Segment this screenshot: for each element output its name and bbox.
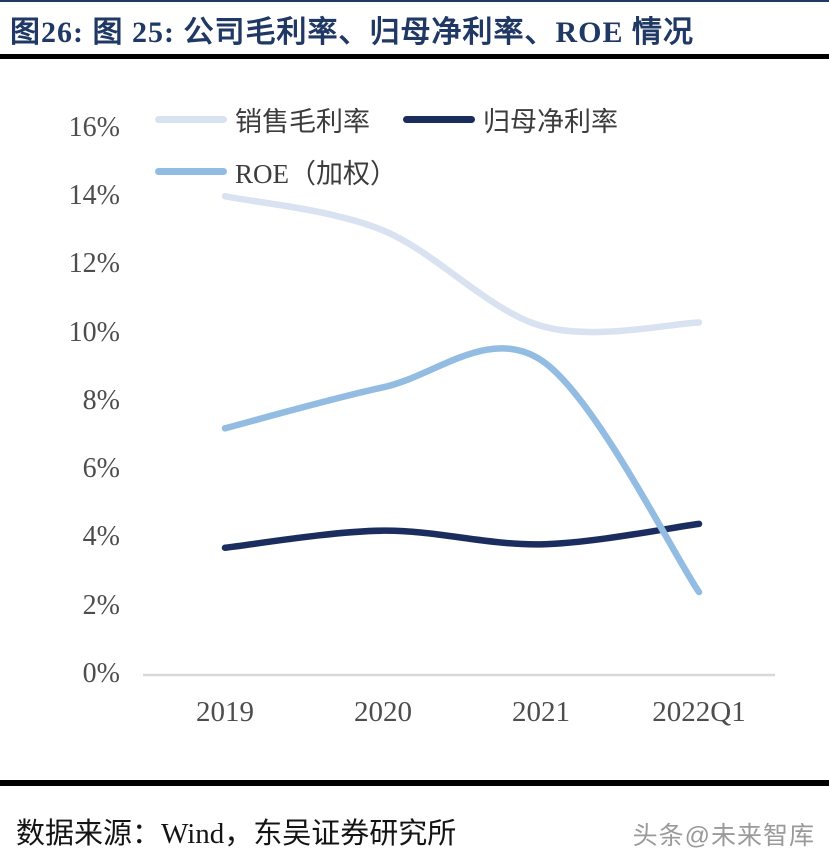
x-axis-tick-2019: 2019 bbox=[196, 696, 254, 728]
y-axis-tick-0: 0% bbox=[82, 658, 120, 689]
x-axis-tick-2020: 2020 bbox=[354, 696, 412, 728]
x-axis-tick-2021: 2021 bbox=[512, 696, 570, 728]
series-line-1 bbox=[221, 520, 703, 551]
legend-swatch-net-margin bbox=[403, 115, 475, 123]
y-axis-tick-4: 4% bbox=[82, 521, 120, 552]
title-divider bbox=[0, 54, 829, 59]
data-source: 数据来源：Wind，东吴证券研究所 bbox=[16, 818, 457, 850]
legend-swatch-roe bbox=[155, 167, 227, 175]
legend-item-net-margin: 归母净利率 bbox=[403, 102, 618, 137]
y-axis-tick-8: 8% bbox=[82, 385, 120, 416]
y-axis-tick-14: 14% bbox=[68, 180, 120, 211]
legend-label-gross-margin: 销售毛利率 bbox=[235, 106, 370, 137]
y-axis-tick-2: 2% bbox=[82, 590, 120, 621]
y-axis-tick-6: 6% bbox=[82, 453, 120, 484]
legend-label-roe: ROE（加权） bbox=[235, 158, 397, 189]
footer-divider bbox=[0, 780, 829, 786]
legend-label-net-margin: 归母净利率 bbox=[483, 106, 618, 137]
legend-item-gross-margin: 销售毛利率 bbox=[155, 102, 370, 137]
legend-item-roe: ROE（加权） bbox=[155, 154, 397, 189]
chart-title: 图26: 图 25: 公司毛利率、归母净利率、ROE 情况 bbox=[10, 16, 694, 49]
y-axis-tick-10: 10% bbox=[68, 317, 120, 348]
series-line-0 bbox=[221, 193, 703, 336]
series-line-2 bbox=[221, 345, 703, 596]
watermark: 头条@未来智库 bbox=[632, 822, 815, 850]
x-axis-tick-2022q1: 2022Q1 bbox=[652, 696, 746, 728]
y-axis-tick-12: 12% bbox=[68, 248, 120, 279]
top-divider bbox=[0, 0, 829, 2]
legend-swatch-gross-margin bbox=[155, 115, 227, 123]
y-axis-tick-16: 16% bbox=[68, 112, 120, 143]
